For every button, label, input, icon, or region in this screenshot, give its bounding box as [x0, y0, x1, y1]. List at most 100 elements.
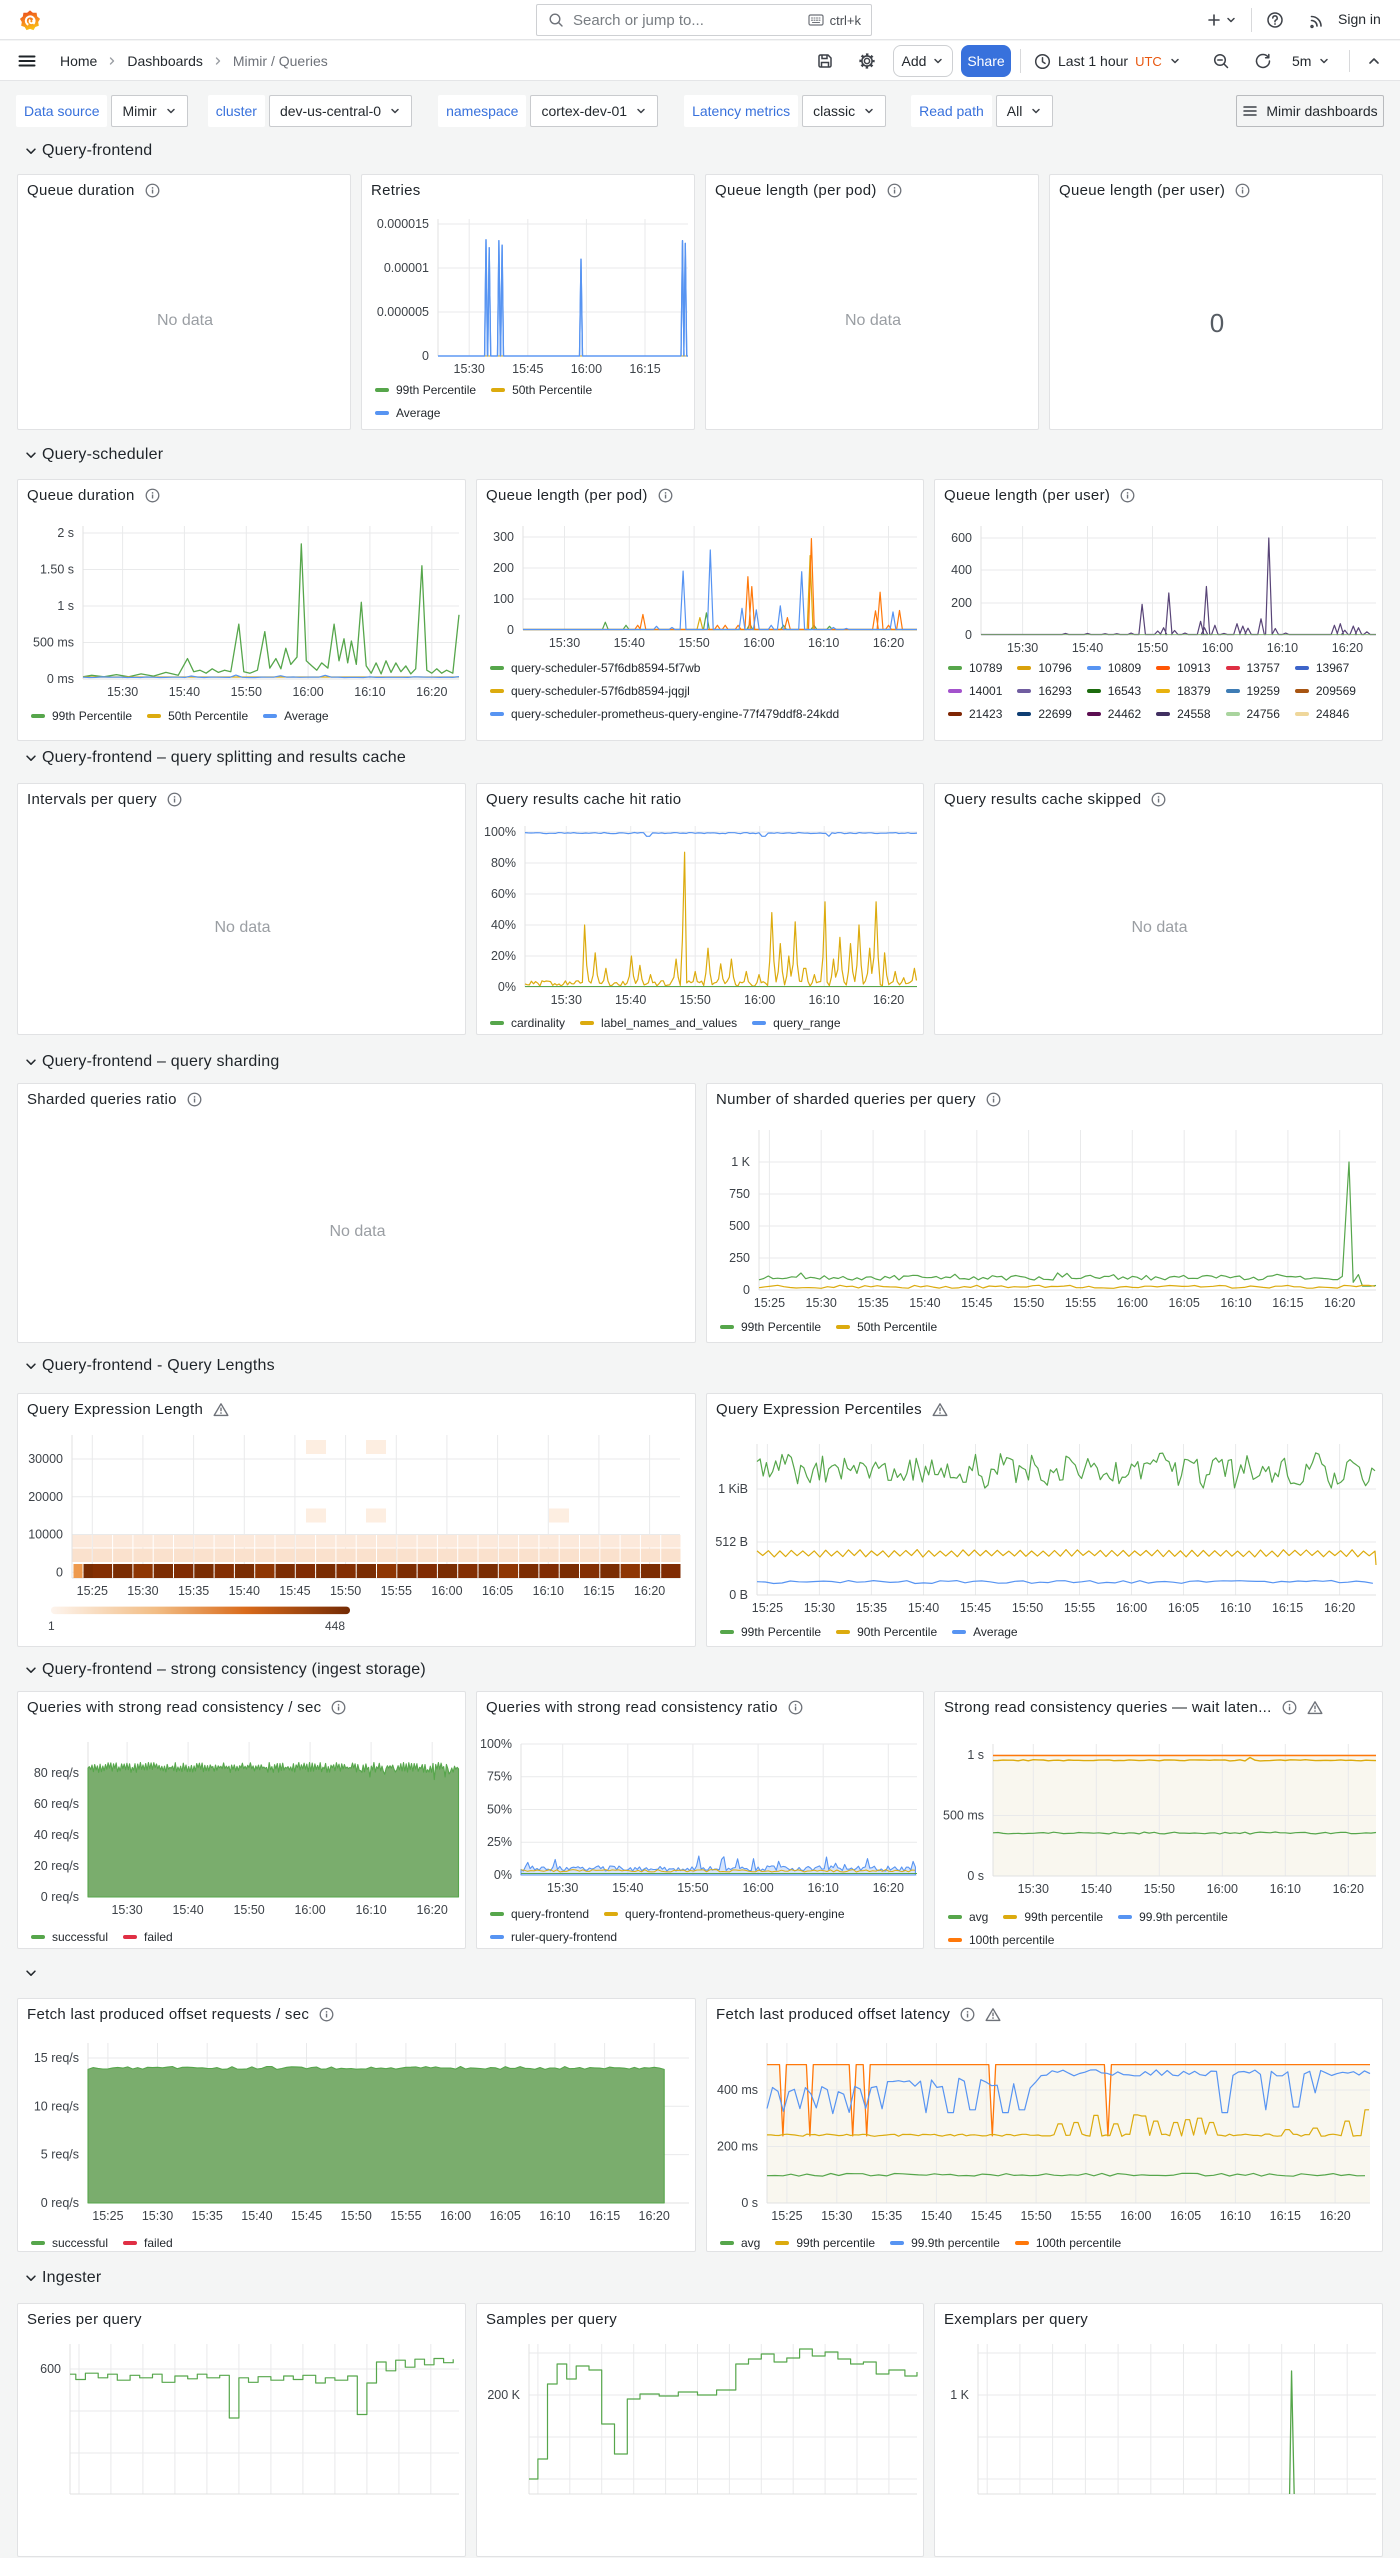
svg-text:15:30: 15:30 [1007, 641, 1038, 655]
svg-text:16:10: 16:10 [1220, 2209, 1251, 2223]
svg-text:10000: 10000 [28, 1528, 63, 1542]
svg-text:15:30: 15:30 [142, 2209, 173, 2223]
svg-text:2 s: 2 s [57, 526, 74, 540]
svg-text:80%: 80% [491, 856, 516, 870]
svg-text:250: 250 [729, 1251, 750, 1265]
svg-text:0: 0 [743, 1283, 750, 1297]
svg-text:300: 300 [493, 530, 514, 544]
svg-text:15:30: 15:30 [127, 1584, 158, 1598]
svg-text:15:45: 15:45 [971, 2209, 1002, 2223]
svg-text:15:55: 15:55 [381, 1584, 412, 1598]
svg-text:100%: 100% [480, 1737, 512, 1751]
svg-text:200: 200 [493, 561, 514, 575]
svg-text:16:05: 16:05 [482, 1584, 513, 1598]
svg-text:15:55: 15:55 [1070, 2209, 1101, 2223]
svg-text:500 ms: 500 ms [943, 1809, 984, 1823]
svg-text:100%: 100% [484, 825, 516, 839]
svg-text:15:30: 15:30 [549, 636, 580, 650]
svg-text:15:40: 15:40 [908, 1601, 939, 1615]
svg-text:0 s: 0 s [967, 1869, 984, 1883]
svg-text:0%: 0% [494, 1868, 512, 1882]
svg-text:15:30: 15:30 [806, 1296, 837, 1310]
svg-text:16:05: 16:05 [1170, 2209, 1201, 2223]
svg-text:80 req/s: 80 req/s [34, 1766, 79, 1780]
svg-text:16:00: 16:00 [742, 1881, 773, 1895]
svg-text:16:10: 16:10 [539, 2209, 570, 2223]
svg-text:15:45: 15:45 [291, 2209, 322, 2223]
svg-text:20 req/s: 20 req/s [34, 1859, 79, 1873]
svg-text:15:40: 15:40 [909, 1296, 940, 1310]
svg-text:16:10: 16:10 [354, 685, 385, 699]
svg-text:15:40: 15:40 [229, 1584, 260, 1598]
svg-text:15:50: 15:50 [677, 1881, 708, 1895]
svg-text:16:10: 16:10 [1220, 1296, 1251, 1310]
svg-text:15:50: 15:50 [233, 1903, 264, 1917]
svg-text:60 req/s: 60 req/s [34, 1797, 79, 1811]
svg-text:0: 0 [507, 623, 514, 637]
svg-text:15:40: 15:40 [172, 1903, 203, 1917]
svg-text:500 ms: 500 ms [33, 636, 74, 650]
svg-text:16:10: 16:10 [533, 1584, 564, 1598]
svg-text:16:15: 16:15 [629, 362, 660, 376]
svg-text:16:05: 16:05 [1168, 1601, 1199, 1615]
svg-text:16:20: 16:20 [873, 636, 904, 650]
svg-text:15:50: 15:50 [341, 2209, 372, 2223]
svg-text:15:50: 15:50 [678, 636, 709, 650]
svg-text:16:00: 16:00 [1117, 1296, 1148, 1310]
svg-text:16:10: 16:10 [355, 1903, 386, 1917]
svg-text:40%: 40% [491, 918, 516, 932]
svg-text:0 req/s: 0 req/s [41, 1890, 79, 1904]
svg-text:15:40: 15:40 [1081, 1882, 1112, 1896]
svg-text:16:15: 16:15 [1272, 1296, 1303, 1310]
svg-text:15:35: 15:35 [178, 1584, 209, 1598]
svg-text:16:20: 16:20 [1324, 1296, 1355, 1310]
svg-text:16:10: 16:10 [1267, 641, 1298, 655]
svg-text:16:15: 16:15 [1272, 1601, 1303, 1615]
svg-text:750: 750 [729, 1187, 750, 1201]
svg-text:200: 200 [951, 596, 972, 610]
svg-text:15:30: 15:30 [1018, 1882, 1049, 1896]
svg-text:20000: 20000 [28, 1490, 63, 1504]
svg-text:0%: 0% [498, 980, 516, 994]
svg-text:16:00: 16:00 [571, 362, 602, 376]
svg-text:15:35: 15:35 [856, 1601, 887, 1615]
svg-text:0 req/s: 0 req/s [41, 2196, 79, 2210]
svg-text:16:20: 16:20 [1319, 2209, 1350, 2223]
svg-text:0.000015: 0.000015 [377, 217, 429, 231]
svg-text:15:25: 15:25 [92, 2209, 123, 2223]
svg-text:15:50: 15:50 [1020, 2209, 1051, 2223]
svg-text:15:45: 15:45 [960, 1601, 991, 1615]
svg-text:1 s: 1 s [967, 1748, 984, 1762]
svg-text:1 KiB: 1 KiB [718, 1482, 748, 1496]
svg-text:1 K: 1 K [950, 2388, 969, 2402]
svg-text:25%: 25% [487, 1835, 512, 1849]
svg-text:15:55: 15:55 [390, 2209, 421, 2223]
svg-text:20%: 20% [491, 949, 516, 963]
svg-text:0: 0 [965, 628, 972, 642]
svg-text:0: 0 [422, 349, 429, 363]
svg-text:16:20: 16:20 [1333, 1882, 1364, 1896]
svg-text:16:00: 16:00 [1207, 1882, 1238, 1896]
svg-text:15 req/s: 15 req/s [34, 2051, 79, 2065]
svg-text:16:15: 16:15 [583, 1584, 614, 1598]
svg-text:15:25: 15:25 [771, 2209, 802, 2223]
svg-text:16:10: 16:10 [1270, 1882, 1301, 1896]
svg-text:100: 100 [493, 592, 514, 606]
svg-text:16:00: 16:00 [1116, 1601, 1147, 1615]
svg-text:15:35: 15:35 [871, 2209, 902, 2223]
svg-text:16:20: 16:20 [634, 1584, 665, 1598]
svg-text:200 ms: 200 ms [717, 2140, 758, 2154]
svg-text:16:10: 16:10 [809, 993, 840, 1007]
svg-text:0.000005: 0.000005 [377, 305, 429, 319]
svg-text:15:45: 15:45 [512, 362, 543, 376]
svg-text:600: 600 [40, 2362, 61, 2376]
svg-text:0 B: 0 B [729, 1588, 748, 1602]
svg-text:15:30: 15:30 [547, 1881, 578, 1895]
svg-text:512 B: 512 B [715, 1535, 748, 1549]
svg-text:16:05: 16:05 [490, 2209, 521, 2223]
svg-text:15:30: 15:30 [804, 1601, 835, 1615]
svg-text:600: 600 [951, 531, 972, 545]
svg-text:16:00: 16:00 [440, 2209, 471, 2223]
svg-text:75%: 75% [487, 1770, 512, 1784]
svg-text:15:30: 15:30 [551, 993, 582, 1007]
